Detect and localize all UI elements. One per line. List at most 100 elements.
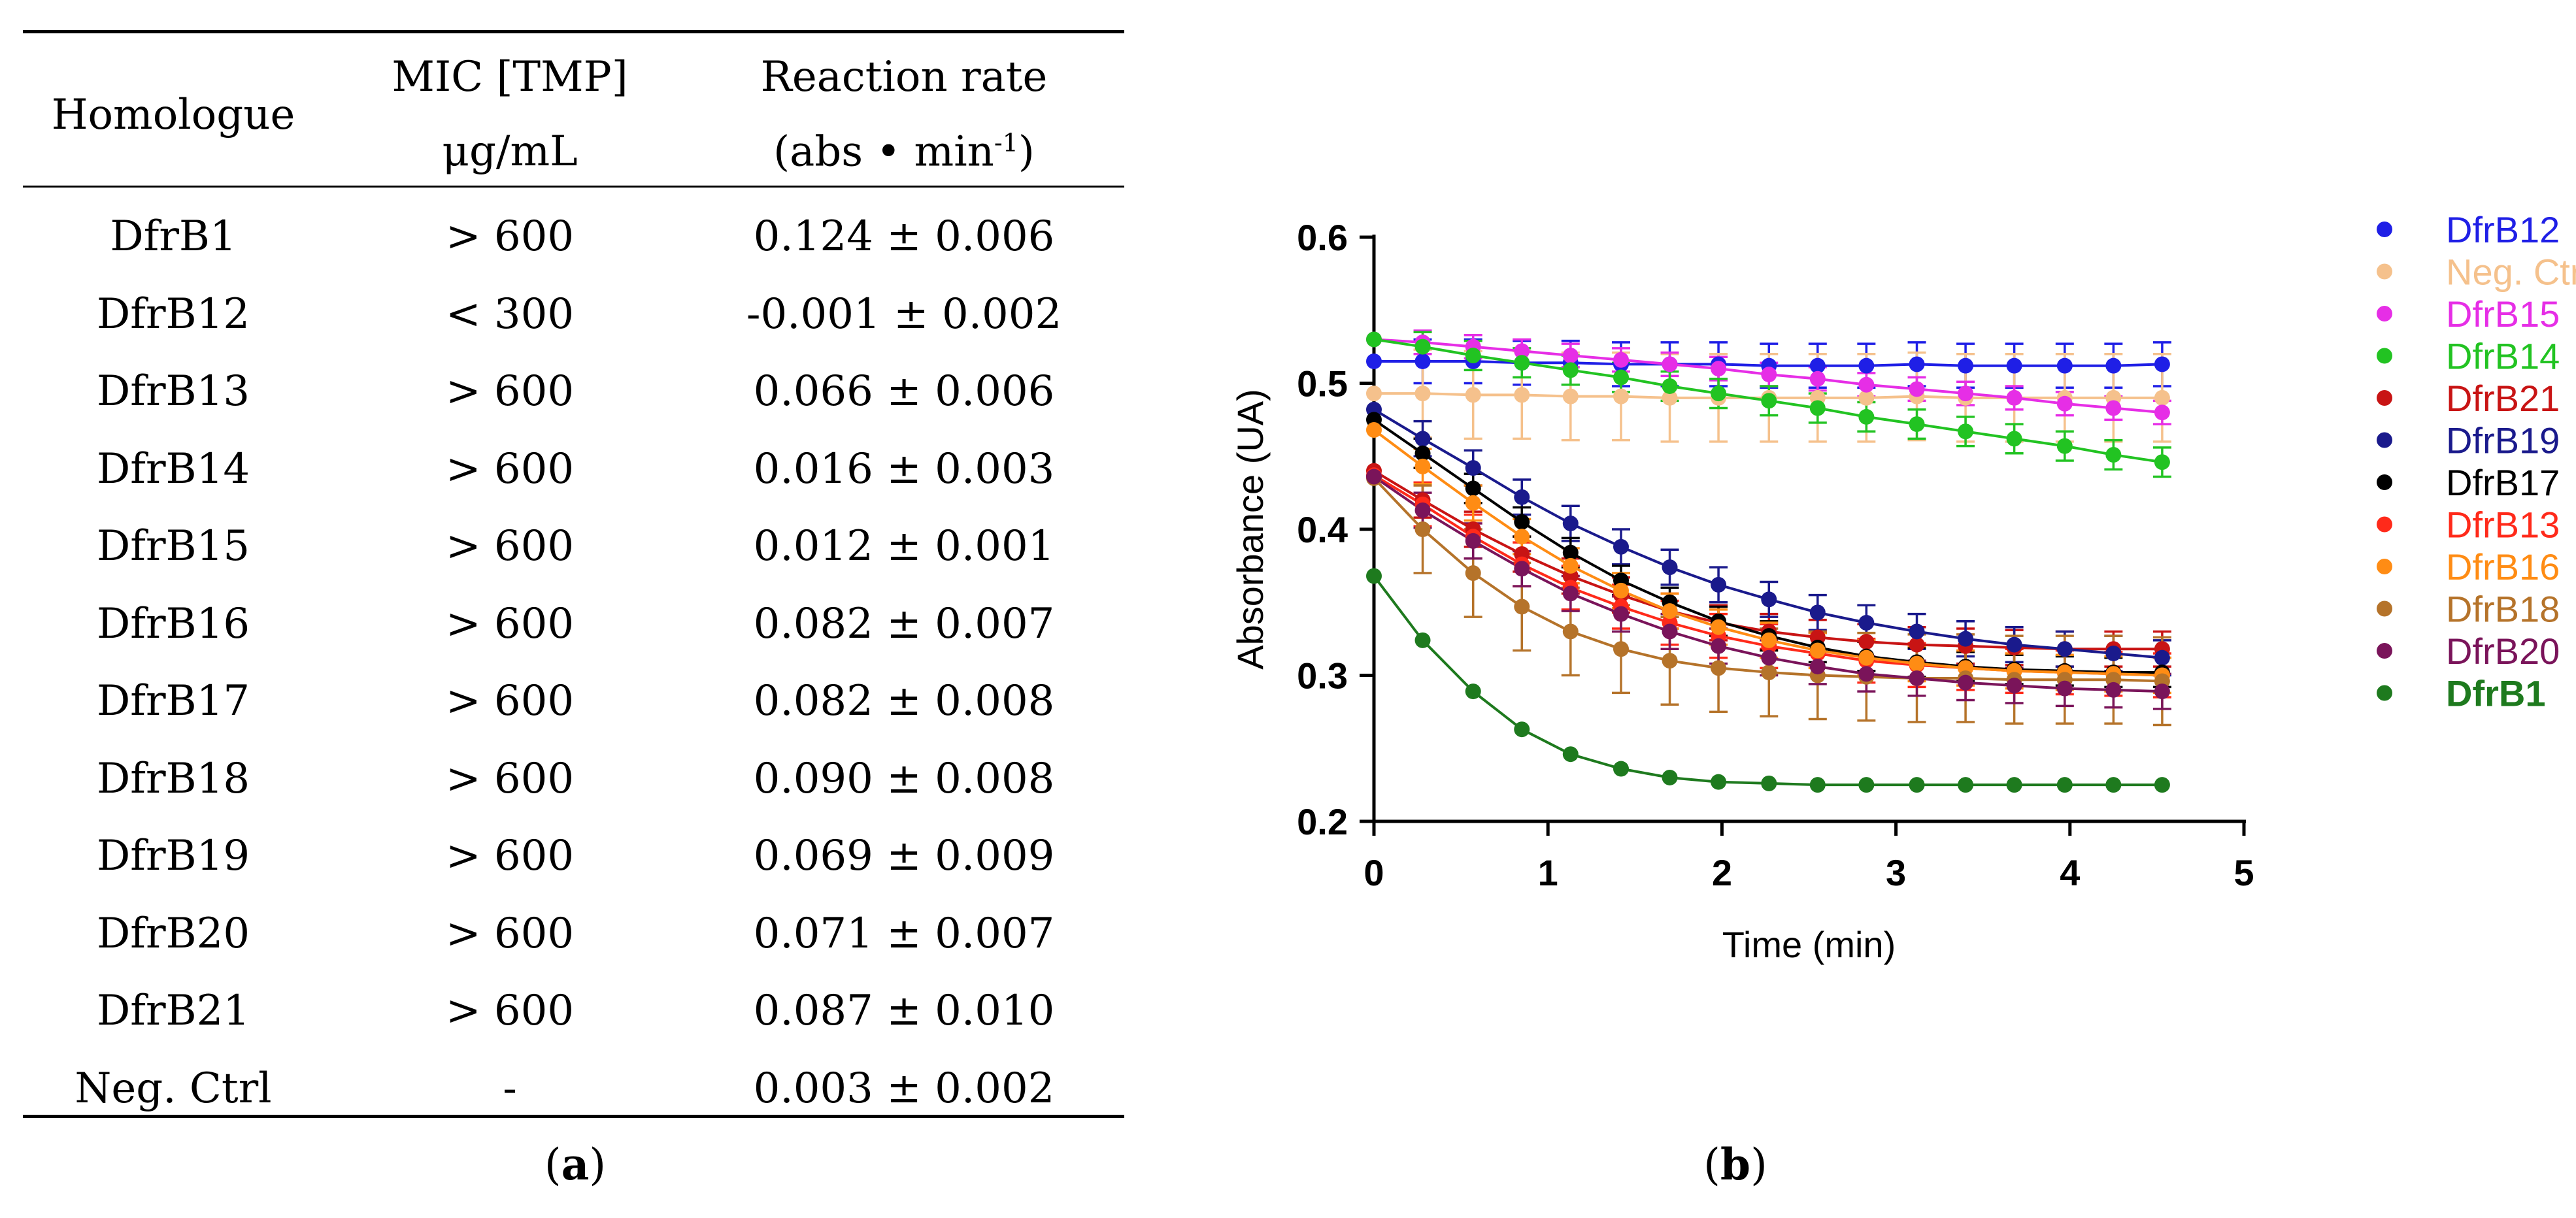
legend-marker xyxy=(2377,685,2392,701)
y-tick-label: 0.4 xyxy=(1297,509,1348,550)
legend-label: DfrB20 xyxy=(2446,631,2560,672)
mic-table: Homologue MIC [TMP] μg/mL Reaction rate … xyxy=(23,26,1128,1137)
data-point xyxy=(1761,632,1777,648)
y-tick-label: 0.2 xyxy=(1297,801,1348,842)
header-rate-unit: (abs • min xyxy=(773,127,994,176)
cell-mic: - xyxy=(503,1064,517,1113)
data-point xyxy=(1514,489,1530,505)
panel-label-a-letter: a xyxy=(561,1139,590,1190)
cell-rate: 0.003 ± 0.002 xyxy=(753,1064,1055,1113)
data-point xyxy=(1858,650,1875,666)
data-point xyxy=(1414,632,1431,648)
data-point xyxy=(1809,604,1826,621)
data-point xyxy=(2154,650,2170,666)
data-point xyxy=(1809,777,1826,793)
header-rate-exponent: -1 xyxy=(994,128,1018,157)
data-point xyxy=(1909,655,1925,672)
cell-mic: > 600 xyxy=(445,367,575,416)
legend-label: DfrB1 xyxy=(2446,673,2545,714)
data-point xyxy=(1465,565,1481,582)
data-point xyxy=(1414,502,1431,518)
cell-homologue: DfrB18 xyxy=(96,754,250,803)
legend-marker xyxy=(2377,306,2392,321)
axes: 0.2 0.3 0.4 0.5 0.6 0 1 2 3 4 5 xyxy=(1297,217,2254,893)
legend-marker xyxy=(2377,390,2392,406)
data-point xyxy=(1414,431,1431,447)
legend-marker xyxy=(2377,348,2392,364)
data-point xyxy=(1514,355,1530,371)
data-point xyxy=(1562,623,1579,640)
data-point xyxy=(1858,777,1875,793)
cell-rate: 0.016 ± 0.003 xyxy=(753,444,1055,493)
cell-mic: > 600 xyxy=(445,212,575,261)
cell-rate: 0.071 ± 0.007 xyxy=(753,909,1055,958)
cell-mic: > 600 xyxy=(445,677,575,725)
data-point xyxy=(2006,678,2022,694)
legend-marker xyxy=(2377,474,2392,490)
legend-label: DfrB19 xyxy=(2446,420,2560,461)
cell-mic: < 300 xyxy=(445,289,575,338)
data-point xyxy=(1958,423,1974,440)
panel-label-b-open: ( xyxy=(1703,1140,1720,1190)
data-point xyxy=(1514,514,1530,530)
data-points xyxy=(1366,331,2170,793)
y-axis-title: Absorbance (UA) xyxy=(1229,389,1271,670)
header-homologue: Homologue xyxy=(51,91,295,139)
data-point xyxy=(1858,634,1875,650)
panel-label-b-letter: b xyxy=(1720,1139,1751,1190)
cell-homologue: DfrB1 xyxy=(110,212,237,261)
data-point xyxy=(1809,642,1826,659)
cell-homologue: DfrB21 xyxy=(96,987,250,1035)
cell-homologue: DfrB13 xyxy=(96,367,250,416)
data-point xyxy=(1514,721,1530,738)
cell-rate: 0.124 ± 0.006 xyxy=(753,212,1055,261)
cell-homologue: DfrB19 xyxy=(96,832,250,880)
panel-label-a-close: ) xyxy=(589,1140,607,1190)
data-point xyxy=(2105,645,2122,661)
legend-marker xyxy=(2377,263,2392,280)
data-point xyxy=(1858,376,1875,393)
data-point xyxy=(1909,356,1925,372)
cell-rate: -0.001 ± 0.002 xyxy=(746,289,1062,338)
legend-marker xyxy=(2377,601,2392,617)
data-point xyxy=(1858,357,1875,374)
legend-marker xyxy=(2377,643,2392,659)
cell-homologue: DfrB15 xyxy=(96,522,250,570)
data-point xyxy=(1662,389,1678,406)
data-point xyxy=(1711,386,1727,402)
data-point xyxy=(2056,777,2073,793)
panel-label-b: (b) xyxy=(1703,1139,1767,1190)
data-point xyxy=(1465,460,1481,476)
data-point xyxy=(1613,369,1630,386)
legend-label: DfrB12 xyxy=(2446,209,2560,250)
data-point xyxy=(1366,469,1382,485)
cell-rate: 0.066 ± 0.006 xyxy=(753,367,1055,416)
data-point xyxy=(2056,438,2073,454)
data-point xyxy=(1465,480,1481,497)
header-rate-line1: Reaction rate xyxy=(760,53,1048,101)
header-mic-line1: MIC [TMP] xyxy=(392,53,628,101)
legend-label: DfrB18 xyxy=(2446,589,2560,630)
data-point xyxy=(2006,431,2022,447)
data-point xyxy=(1562,362,1579,378)
data-point xyxy=(2154,356,2170,372)
data-point xyxy=(1366,422,1382,438)
data-point xyxy=(1514,387,1530,403)
data-point xyxy=(1366,331,1382,348)
cell-mic: > 600 xyxy=(445,832,575,880)
legend-label: DfrB21 xyxy=(2446,378,2560,419)
data-point xyxy=(1761,650,1777,666)
data-point xyxy=(1465,683,1481,700)
data-point xyxy=(1613,606,1630,622)
table-header-rule xyxy=(23,186,1124,188)
data-point xyxy=(1414,386,1431,402)
data-point xyxy=(2154,777,2170,793)
panel-label-a-open: ( xyxy=(544,1140,561,1190)
data-point xyxy=(1662,653,1678,669)
data-point xyxy=(1761,665,1777,681)
data-point xyxy=(1514,529,1530,545)
cell-mic: > 600 xyxy=(445,444,575,493)
data-point xyxy=(1613,352,1630,368)
